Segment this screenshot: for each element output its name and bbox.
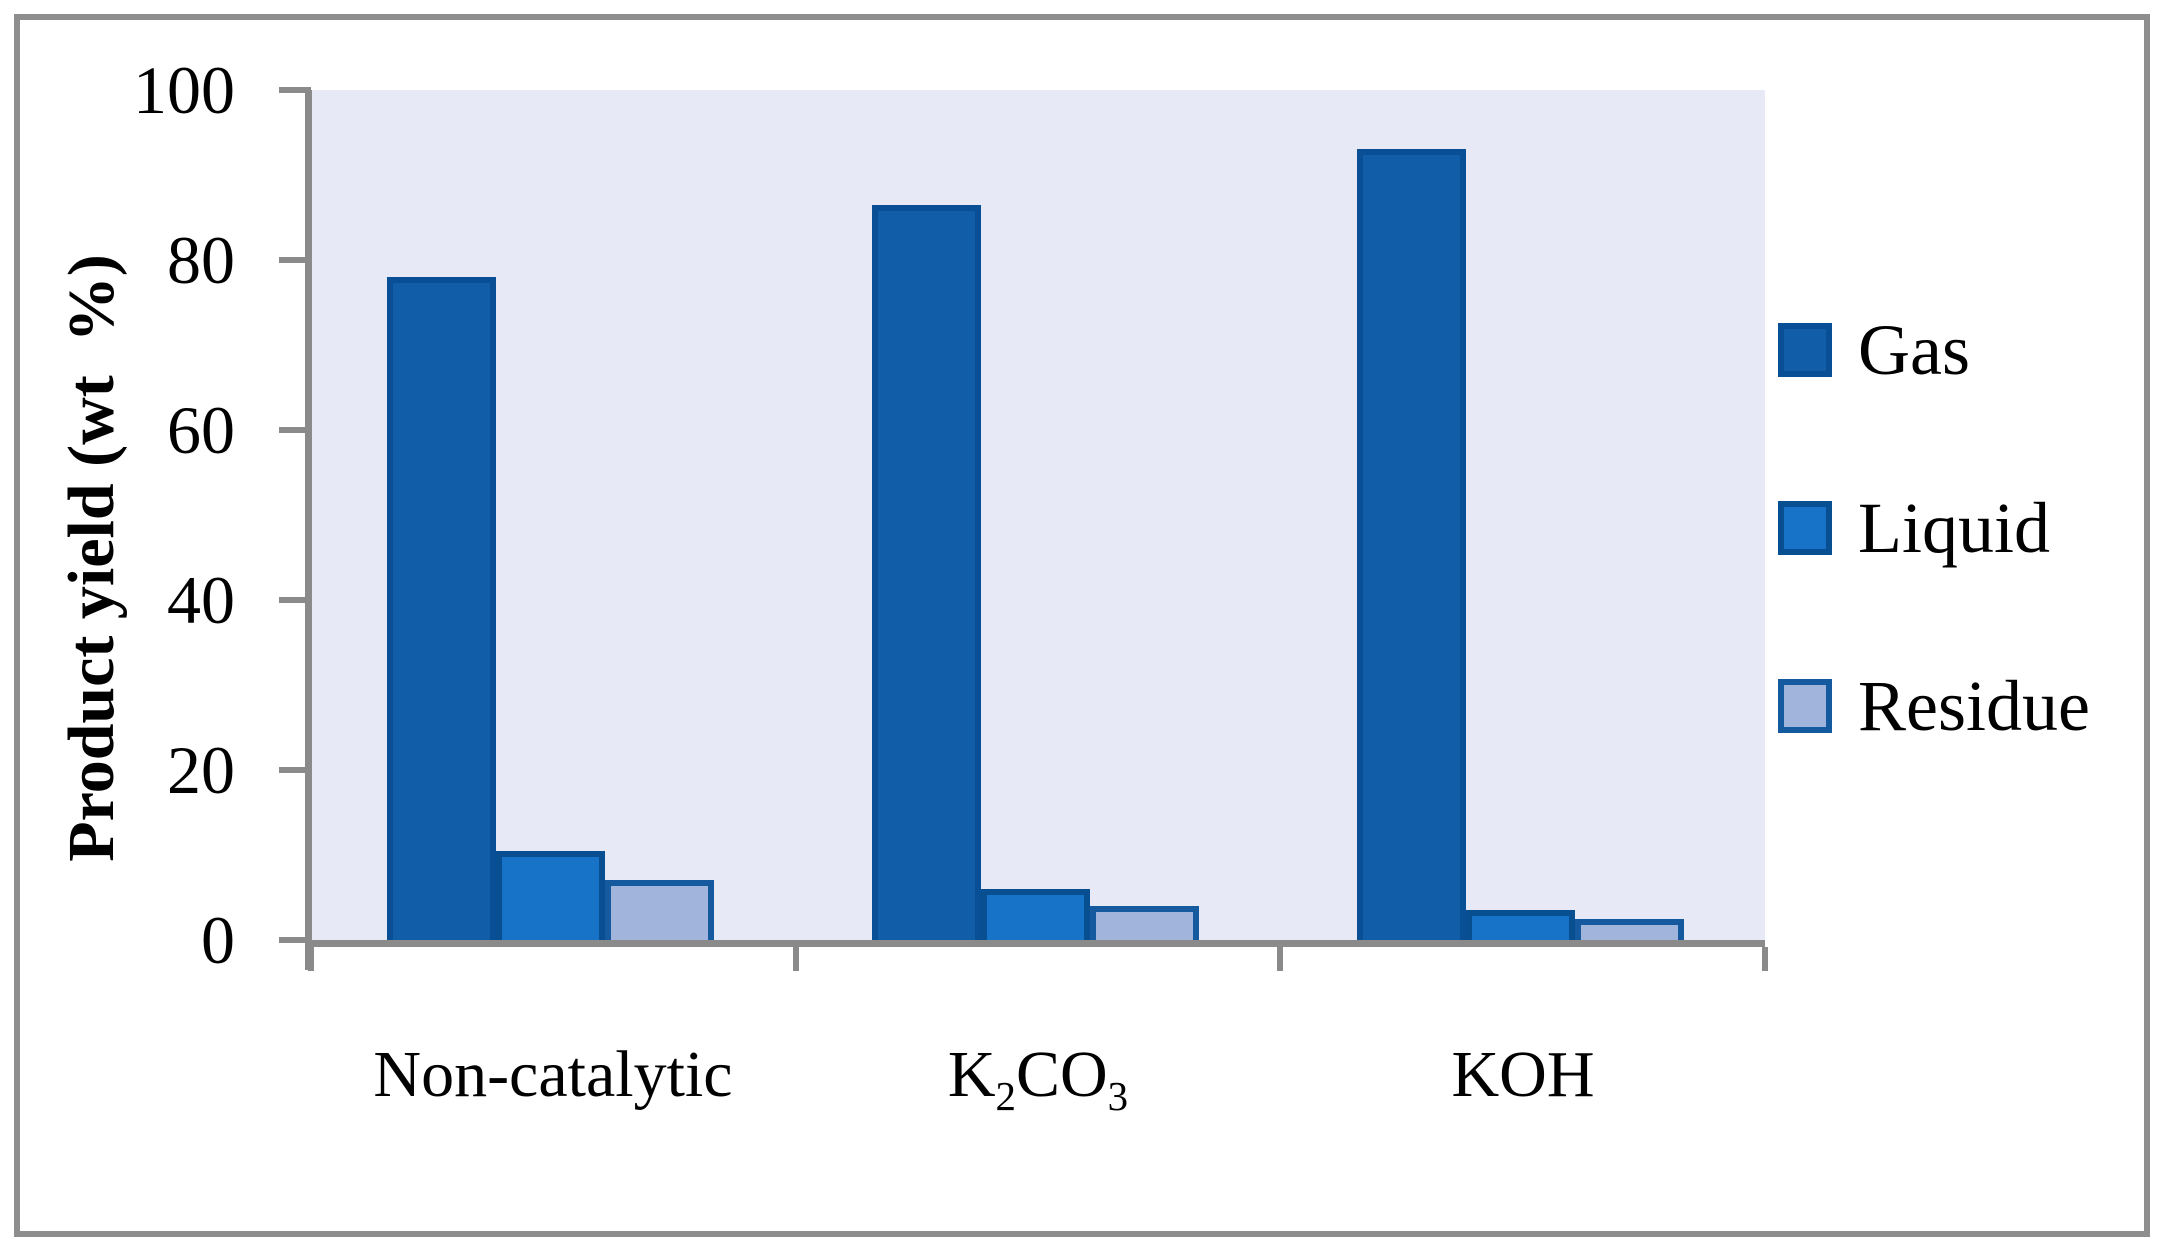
y-tick-label-0: 0: [201, 902, 235, 978]
bar-gas-k2co3: [872, 205, 981, 940]
y-tick-label-40: 40: [167, 562, 235, 638]
legend-item-residue: Residue: [1778, 652, 2090, 760]
legend-marker-gas: [1778, 323, 1832, 377]
y-tick-80: [279, 257, 311, 263]
legend-item-gas: Gas: [1778, 296, 2090, 404]
x-tick-2: [1277, 947, 1283, 971]
y-tick-20: [279, 767, 311, 773]
bar-residue-k2co3: [1090, 906, 1199, 940]
legend: Gas Liquid Residue: [1778, 296, 2090, 760]
y-tick-label-100: 100: [133, 52, 235, 128]
x-axis-label-non-catalytic: Non-catalytic: [373, 1042, 732, 1108]
x-axis-label-text: K: [947, 1038, 996, 1111]
legend-label-residue: Residue: [1858, 666, 2090, 746]
y-tick-100: [279, 87, 311, 93]
x-axis-label-subscript: 3: [1107, 1074, 1129, 1120]
bar-gas-koh: [1357, 149, 1466, 940]
x-axis-label-text: KOH: [1451, 1038, 1595, 1111]
bar-gas-non-catalytic: [387, 277, 496, 940]
y-tick-60: [279, 427, 311, 433]
bar-residue-non-catalytic: [605, 880, 714, 940]
y-tick-label-60: 60: [167, 392, 235, 468]
x-axis-label-text: Non-catalytic: [373, 1038, 733, 1111]
x-axis-label-text: CO: [1015, 1038, 1108, 1111]
x-axis-line: [305, 940, 1765, 947]
x-tick-3: [1762, 947, 1768, 971]
bar-liquid-k2co3: [981, 889, 1090, 940]
y-tick-label-20: 20: [167, 732, 235, 808]
bar-liquid-koh: [1466, 910, 1575, 940]
y-tick-label-80: 80: [167, 222, 235, 298]
bar-liquid-non-catalytic: [496, 851, 605, 940]
legend-marker-liquid: [1778, 501, 1832, 555]
y-axis-line: [305, 90, 312, 970]
legend-label-gas: Gas: [1858, 310, 1970, 390]
plot-area: [311, 90, 1765, 940]
legend-item-liquid: Liquid: [1778, 474, 2090, 582]
legend-label-liquid: Liquid: [1858, 488, 2050, 568]
legend-marker-residue: [1778, 679, 1832, 733]
bar-residue-koh: [1575, 919, 1684, 940]
y-tick-0: [279, 937, 311, 943]
x-tick-1: [793, 947, 799, 971]
x-axis-label-subscript: 2: [995, 1074, 1016, 1120]
y-tick-40: [279, 597, 311, 603]
x-axis-label-koh: KOH: [1452, 1042, 1595, 1108]
figure-border: [14, 14, 2150, 1237]
x-axis-label-k2co3: K2CO3: [948, 1042, 1128, 1118]
